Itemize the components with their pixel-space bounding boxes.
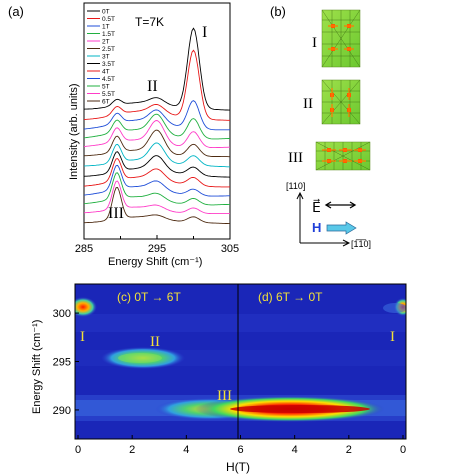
h-tick-label: 4 [292,444,298,456]
lattice-mode-I [321,9,361,68]
h-tick-label: 6 [237,444,243,456]
h-field-label: H [312,220,321,235]
h-tick-label: 0 [400,444,406,456]
h-field-arrow [326,221,357,235]
panel-a-ylabel: Intensity (arb. units) [68,83,80,180]
panel-a-label: (a) [8,4,24,19]
panel-a-xlabel: Energy Shift (cm⁻¹) [108,256,202,268]
spectrum-curve-4.5T [83,164,231,197]
legend-entry: 5T [102,84,110,91]
legend-entry: 4.5T [102,76,115,83]
legend-entry: 6T [102,99,110,106]
h-tick-label: 4 [183,444,189,456]
temperature-label: T=7K [135,15,164,29]
energy-tick-label: 300 [53,308,71,320]
spectrum-curve-0T [83,27,230,111]
e-field-arrow [324,201,357,209]
spectrum-curve-1T [83,100,231,131]
panel-a-xticks: 285 295 305 [75,235,239,255]
e-field-label: E⃗ [312,198,321,216]
mode-label-I: I [312,35,317,51]
panel-c-ticks: 0 2 4 6 4 2 0 290 295 300 [53,308,406,456]
x-tick-label: 295 [148,243,166,255]
peak-label-III: III [108,205,124,222]
region-label-III: III [217,388,232,404]
panel-a: (a) 0T0.5T1T1.5T2T2.5T3T3.5T4T4.5T5T5.5T… [8,2,239,268]
spectrum-curve-2.5T [83,129,230,158]
panel-c-label: (c) 0T → 6T [117,290,181,304]
h-tick-label: 2 [346,444,352,456]
panel-c-xlabel: H(T) [226,460,250,474]
h-tick-label: 0 [75,444,81,456]
spectrum-curve-4T [83,158,231,188]
legend-entry: 0T [102,9,110,16]
lattice-mode-II [321,79,361,125]
energy-tick-label: 295 [53,357,71,369]
spectrum-curve-6T [84,187,230,225]
axis-110-label: [110] [286,181,305,191]
legend-entry: 1.5T [102,31,115,38]
legend-entry: 4T [102,69,110,76]
legend-entry: 0.5T [102,16,115,23]
mode-label-III: III [288,150,303,166]
legend-entry: 2.5T [102,46,115,53]
panel-c-ylabel: Energy Shift (cm⁻¹) [31,320,43,414]
spectrum-curve-5T [83,172,230,206]
crystal-axes [296,191,351,247]
legend-entry: 5.5T [102,91,115,98]
axis-1m10-label: [1̅1̅0] [351,239,371,249]
spectrum-curve-3T [84,142,231,168]
panel-b-label: (b) [270,4,286,19]
x-tick-label: 285 [75,243,93,255]
spectrum-curve-0.5T [83,49,230,121]
legend-entry: 3T [102,54,110,61]
panel-c-d: (c) 0T → 6T (d) 6T → 0T I II III I 0 2 4 6 4… [31,283,407,474]
heatmap-image [75,284,406,439]
panel-b: (b) I [270,4,371,249]
legend-entry: 3.5T [102,61,115,68]
spectrum-curve-5.5T [83,180,230,215]
feature-I-up [75,297,97,317]
x-tick-label: 305 [221,243,239,255]
region-label-I-left: I [80,329,85,345]
lattice-mode-III [315,141,371,171]
region-label-I-right: I [390,329,395,345]
peak-label-II: II [147,78,158,95]
legend-entry: 2T [102,39,110,46]
spectrum-curve-1.5T [83,113,230,140]
region-label-II: II [150,334,160,350]
energy-tick-label: 290 [53,405,71,417]
mode-label-II: II [303,96,313,112]
peak-label-I: I [202,24,207,41]
panel-d-label: (d) 6T → 0T [258,290,323,304]
spectrum-curve-3.5T [83,151,231,178]
h-tick-label: 2 [129,444,135,456]
legend-entry: 1T [102,24,110,31]
spectra-curves [83,27,231,225]
spectrum-curve-2T [83,120,230,149]
